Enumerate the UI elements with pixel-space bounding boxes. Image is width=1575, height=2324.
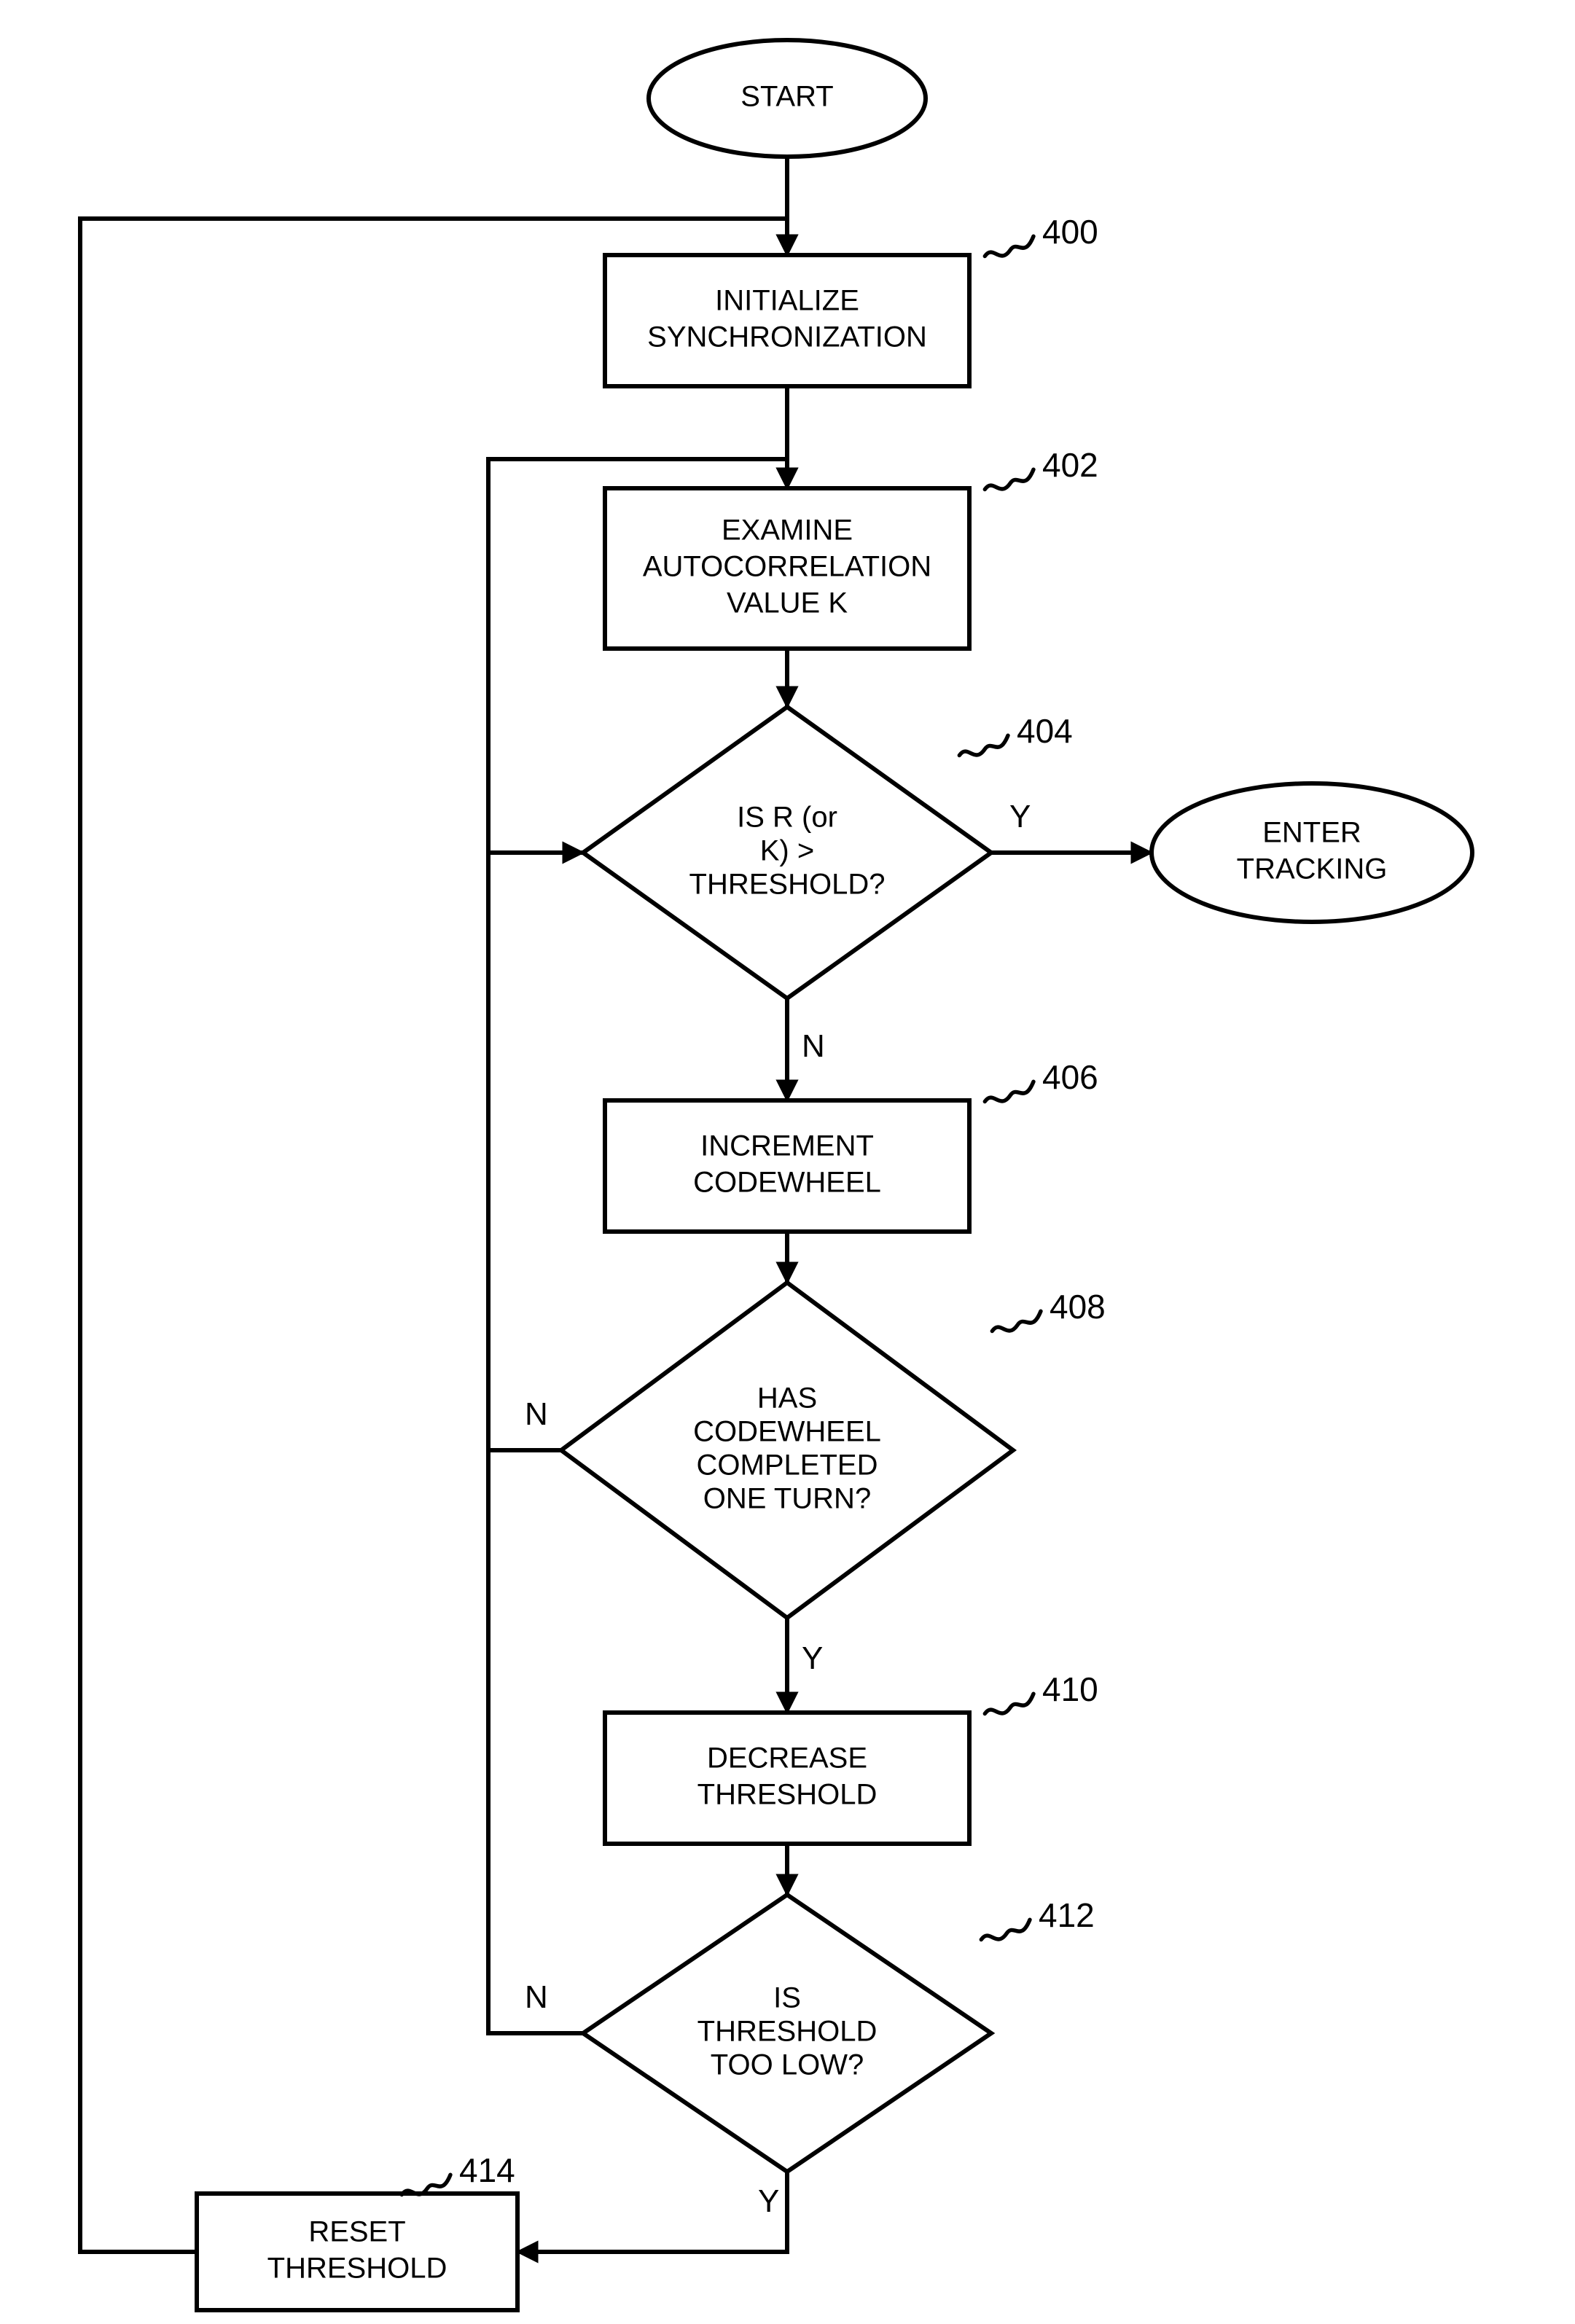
node-text-n404-1: K) > — [760, 835, 814, 867]
node-text-start-0: START — [740, 81, 833, 113]
ref-label-n402: 402 — [1042, 446, 1098, 484]
ref-squiggle-n410 — [985, 1694, 1033, 1713]
node-text-n410-1: THRESHOLD — [697, 1779, 878, 1811]
ref-label-n408: 408 — [1050, 1288, 1106, 1326]
node-text-enter-1: TRACKING — [1237, 853, 1388, 885]
node-n412: ISTHRESHOLDTOO LOW? 412 — [583, 1895, 1095, 2172]
node-text-n402-1: AUTOCORRELATION — [643, 551, 931, 583]
node-text-n408-1: CODEWHEEL — [693, 1416, 881, 1448]
nodes-layer: START INITIALIZE SYNCHRONIZATION 400 EXAMINE… — [197, 40, 1472, 2310]
node-text-n412-0: IS — [773, 1982, 801, 2014]
node-text-n410-0: DECREASE — [707, 1742, 867, 1775]
node-text-n402-0: EXAMINE — [722, 515, 853, 547]
edge-label-e_408_N: N — [525, 1396, 548, 1432]
ref-squiggle-n408 — [992, 1311, 1041, 1331]
edge-label-e_412_N: N — [525, 1979, 548, 2015]
node-text-n404-2: THRESHOLD? — [689, 869, 886, 901]
ref-label-n414: 414 — [459, 2151, 515, 2189]
node-text-n412-1: THRESHOLD — [697, 2016, 878, 2048]
node-text-n406-1: CODEWHEEL — [693, 1167, 881, 1199]
node-n408: HASCODEWHEELCOMPLETEDONE TURN? 408 — [561, 1283, 1106, 1618]
node-text-n408-0: HAS — [757, 1382, 817, 1415]
node-n402: EXAMINE AUTOCORRELATION VALUE K 402 — [605, 446, 1098, 649]
node-text-n400-1: SYNCHRONIZATION — [647, 321, 927, 353]
node-text-n404-0: IS R (or — [737, 802, 837, 834]
node-text-n406-0: INCREMENT — [700, 1130, 874, 1162]
ref-squiggle-n402 — [985, 469, 1033, 489]
node-enter: ENTER TRACKING — [1152, 783, 1472, 922]
node-text-n412-2: TOO LOW? — [711, 2049, 864, 2081]
node-n410: DECREASE THRESHOLD 410 — [605, 1670, 1098, 1844]
ref-squiggle-n406 — [985, 1081, 1033, 1101]
node-text-n400-0: INITIALIZE — [715, 285, 859, 317]
node-text-n402-2: VALUE K — [727, 587, 848, 619]
ref-label-n410: 410 — [1042, 1670, 1098, 1708]
edge-label-e_412_Y: Y — [758, 2183, 779, 2219]
node-text-n408-3: ONE TURN? — [703, 1483, 871, 1515]
node-text-enter-0: ENTER — [1262, 817, 1361, 849]
node-n400: INITIALIZE SYNCHRONIZATION 400 — [605, 213, 1098, 386]
ref-label-n406: 406 — [1042, 1058, 1098, 1096]
edge-label-e_408_410: Y — [802, 1640, 823, 1676]
ref-squiggle-n412 — [981, 1920, 1030, 1939]
edge-label-e_404_406: N — [802, 1028, 825, 1064]
ref-squiggle-n400 — [985, 236, 1033, 256]
edge-label-e_404_enter: Y — [1009, 799, 1031, 834]
ref-label-n412: 412 — [1039, 1896, 1095, 1934]
node-text-n414-1: THRESHOLD — [267, 2253, 448, 2285]
ref-label-n404: 404 — [1017, 712, 1073, 750]
node-start: START — [649, 40, 926, 157]
node-text-n408-2: COMPLETED — [697, 1449, 878, 1482]
ref-label-n400: 400 — [1042, 213, 1098, 251]
ref-squiggle-n404 — [959, 735, 1008, 755]
node-n406: INCREMENT CODEWHEEL 406 — [605, 1058, 1098, 1232]
edge-e_412_Y — [517, 2172, 787, 2252]
node-text-n414-0: RESET — [308, 2216, 405, 2248]
node-n414: RESET THRESHOLD 414 — [197, 2151, 517, 2310]
